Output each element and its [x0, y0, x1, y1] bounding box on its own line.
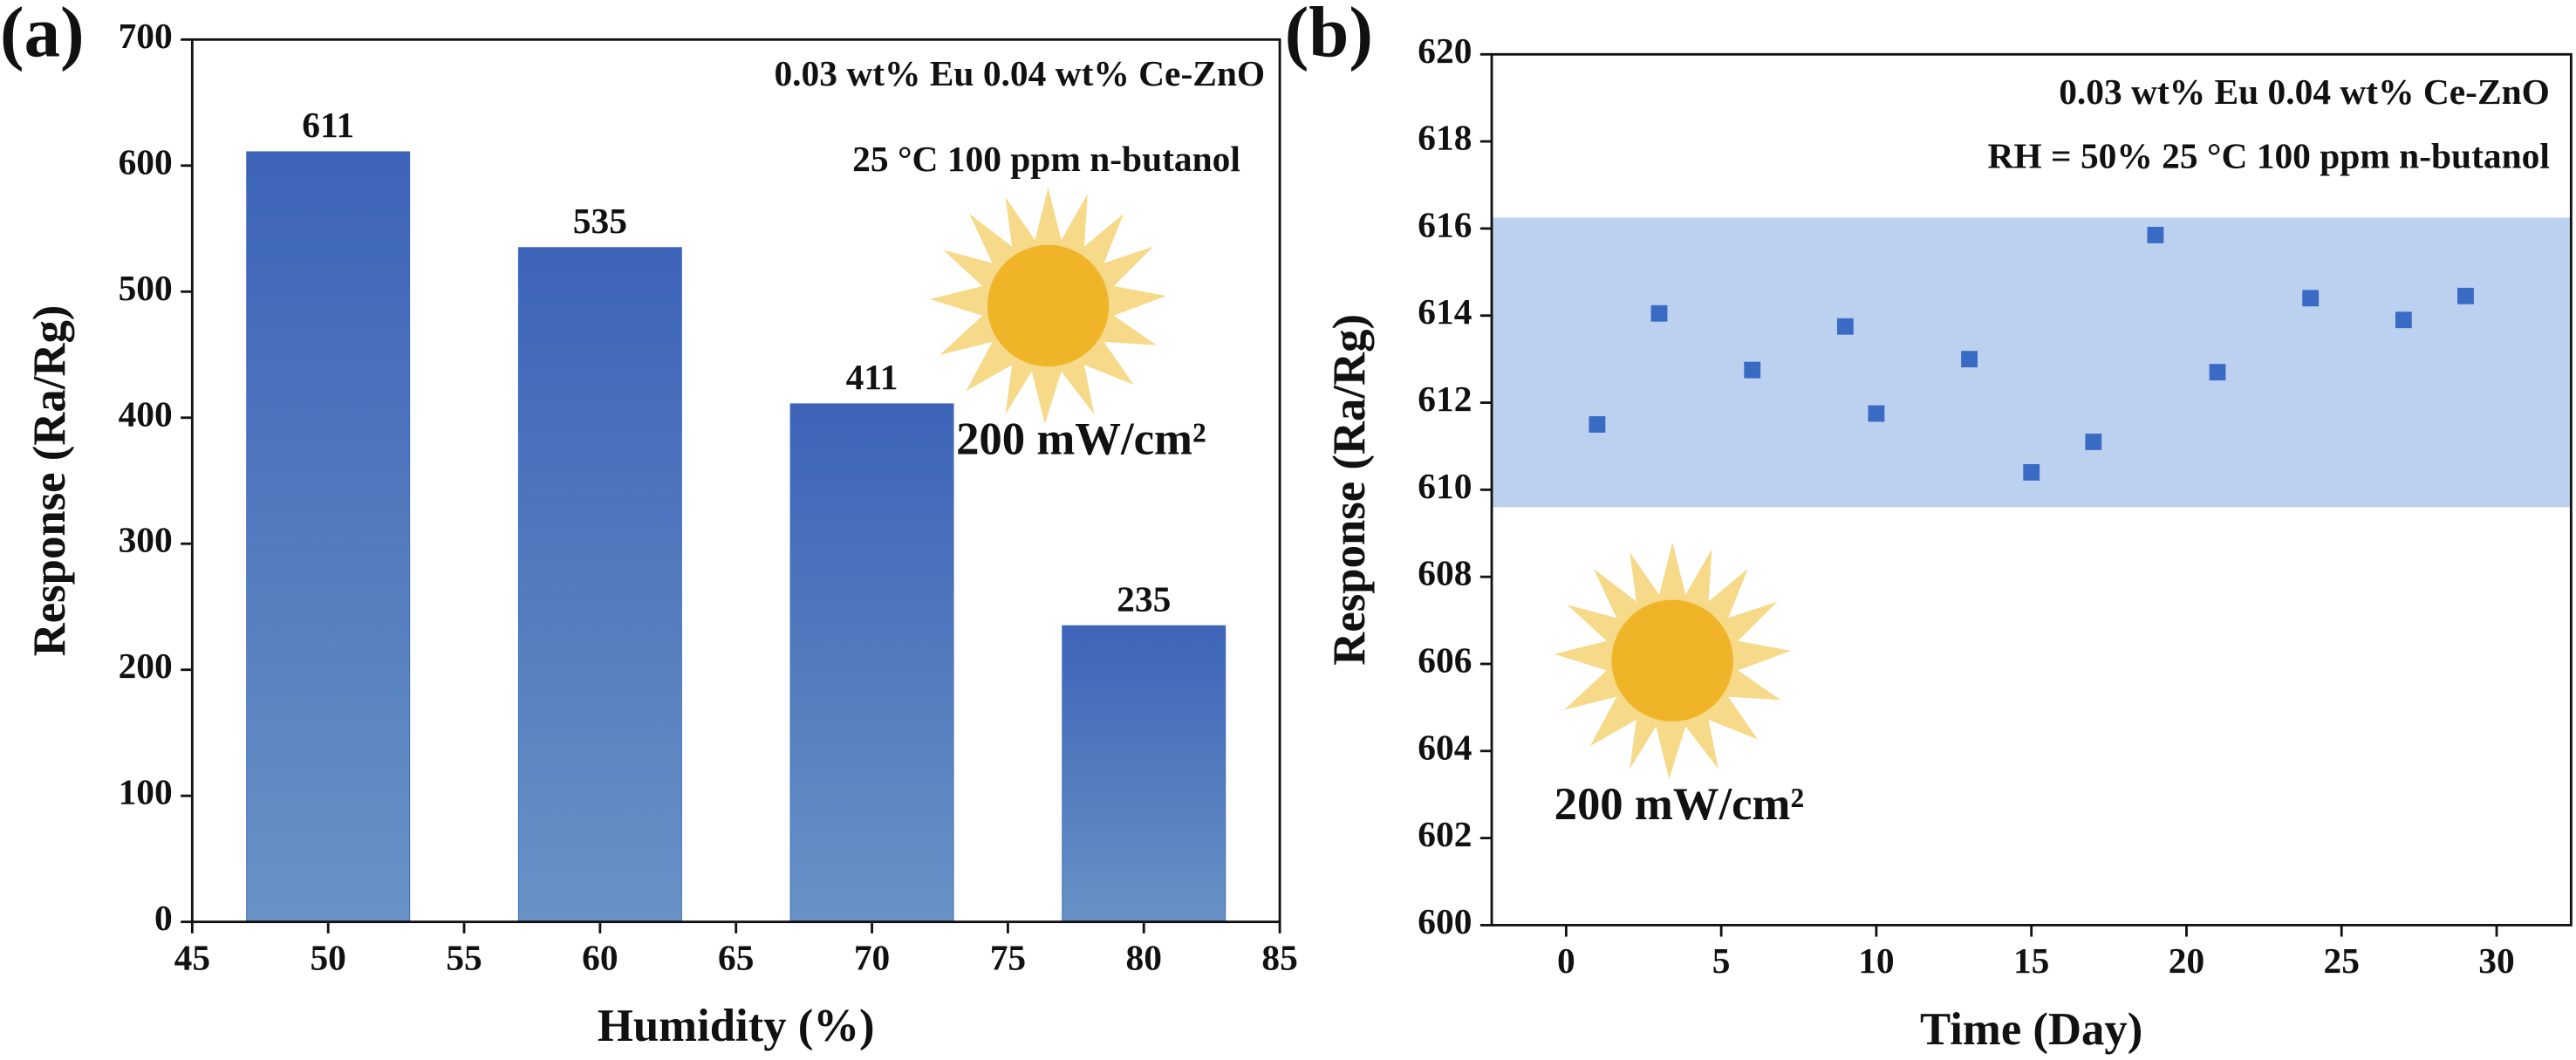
- y-tick-label: 604: [1418, 727, 1472, 767]
- point: [1961, 351, 1978, 368]
- y-tick-label: 100: [119, 772, 173, 812]
- point: [1836, 318, 1854, 335]
- point: [2395, 311, 2412, 329]
- x-tick-label: 25: [2324, 940, 2360, 981]
- x-tick-label: 45: [174, 937, 210, 977]
- x-tick-label: 5: [1712, 940, 1731, 981]
- bar: [517, 247, 682, 923]
- x-tick-label: 55: [446, 937, 482, 977]
- point: [1868, 405, 1885, 422]
- x-tick-label: 75: [990, 937, 1026, 977]
- y-axis-label: Response (Ra/Rg): [1324, 314, 1375, 666]
- point: [2302, 290, 2320, 307]
- y-tick-label: 300: [119, 520, 173, 560]
- x-tick-label: 50: [310, 937, 345, 977]
- y-tick-label: 614: [1418, 291, 1472, 332]
- annotation: 200 mW/cm²: [956, 414, 1206, 465]
- point: [1650, 304, 1668, 322]
- x-tick-label: 15: [2013, 940, 2049, 981]
- annotation: 0.03 wt% Eu 0.04 wt% Ce-ZnO: [2059, 72, 2550, 112]
- x-tick-label: 65: [718, 937, 754, 977]
- x-tick-label: 60: [582, 937, 618, 977]
- point: [1589, 416, 1606, 433]
- data-label: 235: [1117, 578, 1171, 619]
- data-label: 411: [846, 357, 899, 397]
- annotation: RH = 50% 25 °C 100 ppm n-butanol: [1988, 135, 2550, 175]
- y-tick-label: 602: [1418, 814, 1472, 854]
- y-tick-label: 600: [1418, 901, 1472, 941]
- y-tick-label: 606: [1418, 640, 1472, 680]
- y-tick-label: 620: [1418, 31, 1472, 71]
- y-tick-label: 610: [1418, 466, 1472, 506]
- y-tick-label: 616: [1418, 204, 1472, 244]
- x-tick-label: 70: [854, 937, 890, 977]
- y-tick-label: 0: [154, 898, 173, 938]
- panel-label: (b): [1285, 0, 1373, 72]
- x-axis-label: Humidity (%): [598, 1001, 875, 1051]
- y-tick-label: 618: [1418, 118, 1472, 158]
- y-tick-label: 700: [119, 16, 173, 56]
- bar: [1062, 625, 1227, 923]
- point: [2147, 226, 2164, 243]
- annotation: 25 °C 100 ppm n-butanol: [852, 139, 1240, 179]
- y-tick-label: 608: [1418, 553, 1472, 593]
- bar: [246, 151, 411, 923]
- y-tick-label: 600: [119, 141, 173, 181]
- range-band: [1492, 217, 2572, 508]
- y-tick-label: 200: [119, 646, 173, 686]
- data-label: 611: [302, 105, 354, 145]
- sun-icon: [1554, 542, 1791, 779]
- x-tick-label: 0: [1557, 940, 1575, 981]
- x-tick-label: 20: [2169, 940, 2204, 981]
- sun-icon: [929, 187, 1167, 425]
- point: [1744, 361, 1761, 379]
- y-axis-label: Response (Ra/Rg): [24, 305, 75, 657]
- point: [2457, 287, 2474, 304]
- x-tick-label: 80: [1126, 937, 1162, 977]
- annotation: 200 mW/cm²: [1554, 779, 1805, 830]
- x-tick-label: 85: [1261, 937, 1297, 977]
- y-tick-label: 400: [119, 393, 173, 434]
- point: [2085, 434, 2102, 450]
- y-tick-label: 612: [1418, 379, 1472, 419]
- x-tick-label: 10: [1858, 940, 1894, 981]
- annotation: 0.03 wt% Eu 0.04 wt% Ce-ZnO: [774, 53, 1265, 93]
- data-label: 535: [573, 201, 627, 241]
- y-tick-label: 500: [119, 268, 173, 308]
- panel-label: (a): [0, 0, 85, 72]
- x-axis-label: Time (Day): [1920, 1004, 2142, 1055]
- x-tick-label: 30: [2478, 940, 2514, 981]
- point: [2023, 463, 2040, 481]
- bar: [789, 403, 954, 923]
- point: [2209, 364, 2226, 381]
